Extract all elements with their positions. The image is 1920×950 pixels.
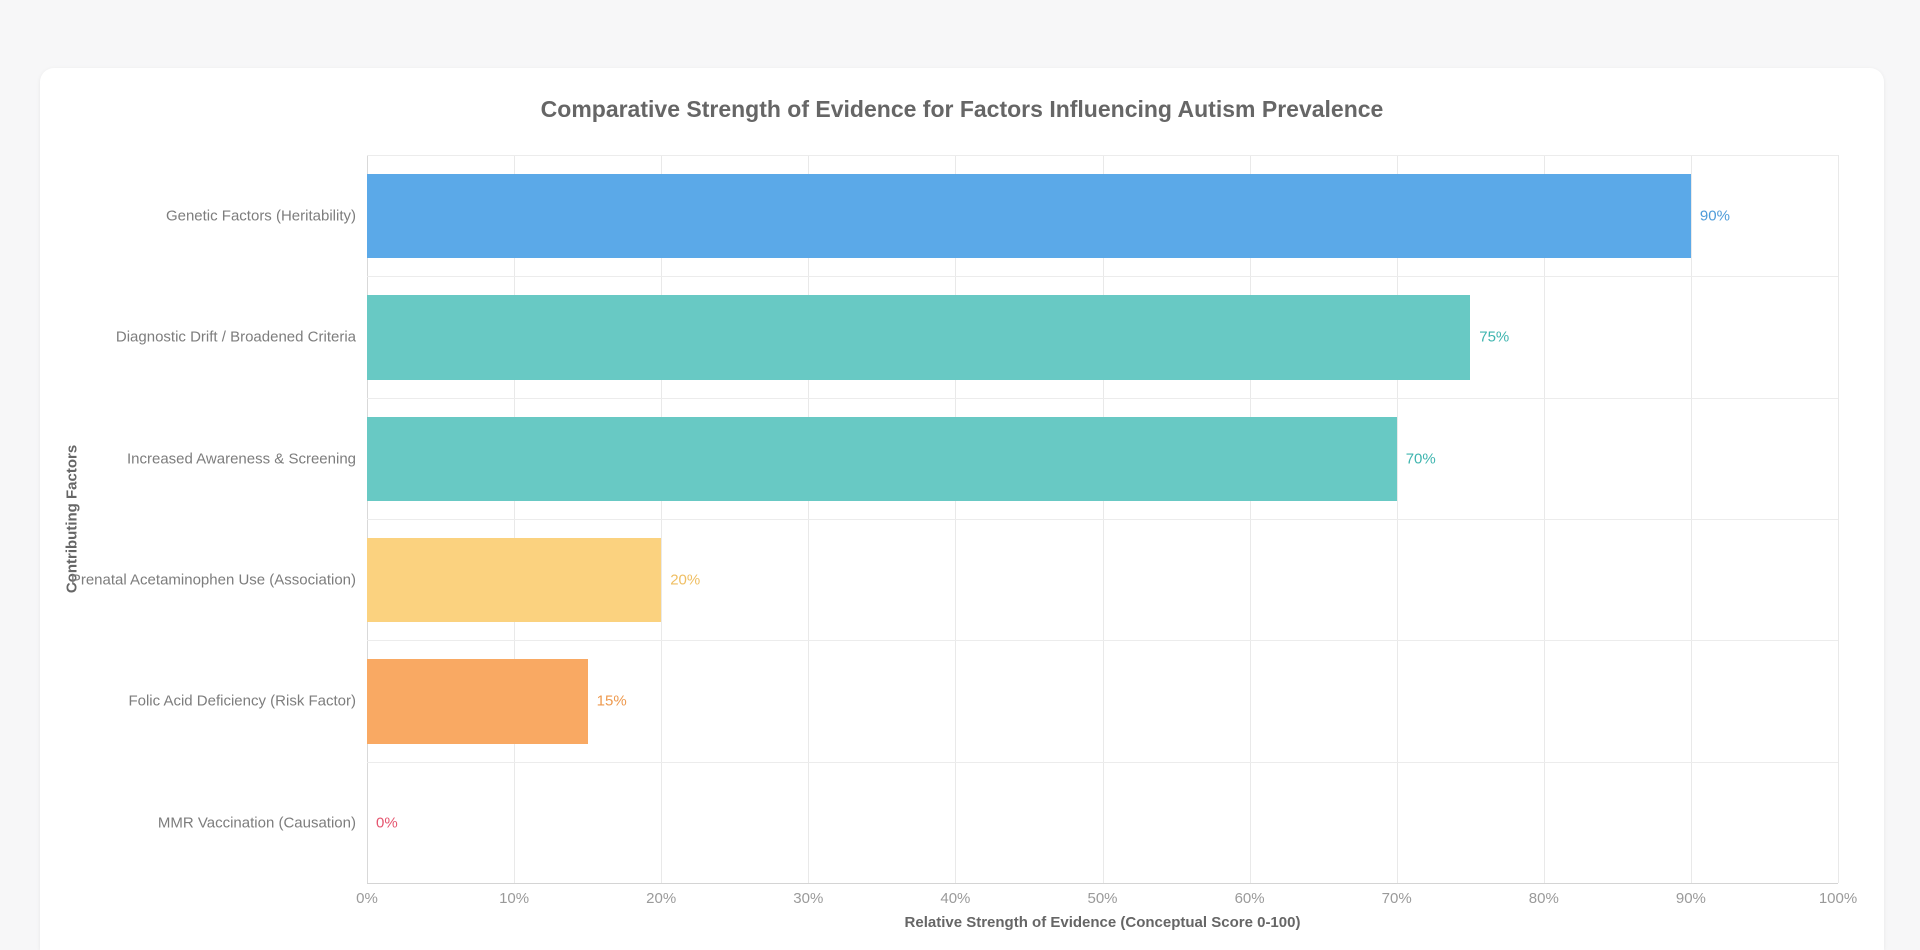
bar-row: Prenatal Acetaminophen Use (Association)… — [71, 518, 1838, 640]
x-tick-label: 0% — [356, 890, 378, 907]
x-tick-label: 40% — [940, 890, 971, 907]
x-tick-label: 90% — [1675, 890, 1706, 907]
bar — [367, 295, 1471, 380]
x-axis-title: Relative Strength of Evidence (Conceptua… — [904, 914, 1301, 931]
value-label: 75% — [1479, 328, 1510, 346]
x-axis-ticks: 0% 10% 20% 30% 40% 50% 60% 70% 80% 90% 100% — [356, 890, 1857, 910]
category-label: MMR Vaccination (Causation) — [157, 814, 356, 832]
plot-area: Genetic Factors (Heritability) 90% Diagn… — [71, 155, 1839, 884]
bar-rows: Genetic Factors (Heritability) 90% Diagn… — [71, 155, 1838, 883]
x-tick-label: 10% — [499, 890, 530, 907]
gridline — [1838, 155, 1839, 883]
x-tick-label: 70% — [1381, 890, 1412, 907]
category-label: Diagnostic Drift / Broadened Criteria — [115, 328, 356, 346]
value-label: 0% — [376, 814, 398, 832]
value-label: 70% — [1405, 450, 1436, 468]
bar-row: Folic Acid Deficiency (Risk Factor) 15% — [128, 640, 1838, 761]
x-tick-label: 50% — [1087, 890, 1118, 907]
bar-row: Diagnostic Drift / Broadened Criteria 75… — [116, 276, 1838, 397]
value-label: 90% — [1699, 207, 1730, 225]
x-tick-label: 80% — [1528, 890, 1559, 907]
x-tick-label: 20% — [646, 890, 677, 907]
bar-row: Increased Awareness & Screening 70% — [127, 397, 1838, 519]
bar-row: Genetic Factors (Heritability) 90% — [166, 155, 1838, 276]
bar — [367, 174, 1691, 259]
value-label: 15% — [596, 692, 627, 710]
bar — [367, 416, 1397, 501]
x-tick-label: 60% — [1234, 890, 1265, 907]
x-tick-label: 100% — [1818, 890, 1858, 907]
category-label: Increased Awareness & Screening — [126, 450, 356, 468]
chart-title: Comparative Strength of Evidence for Fac… — [540, 96, 1384, 122]
x-tick-label: 30% — [793, 890, 824, 907]
value-label: 20% — [670, 571, 701, 589]
bar — [367, 659, 588, 744]
bar — [367, 537, 662, 623]
chart-card: Comparative Strength of Evidence for Fac… — [40, 68, 1884, 950]
category-label: Folic Acid Deficiency (Risk Factor) — [128, 692, 356, 710]
category-label: Genetic Factors (Heritability) — [165, 207, 356, 225]
bar-row: MMR Vaccination (Causation) 0% — [158, 761, 1838, 883]
category-label: Prenatal Acetaminophen Use (Association) — [70, 571, 356, 589]
